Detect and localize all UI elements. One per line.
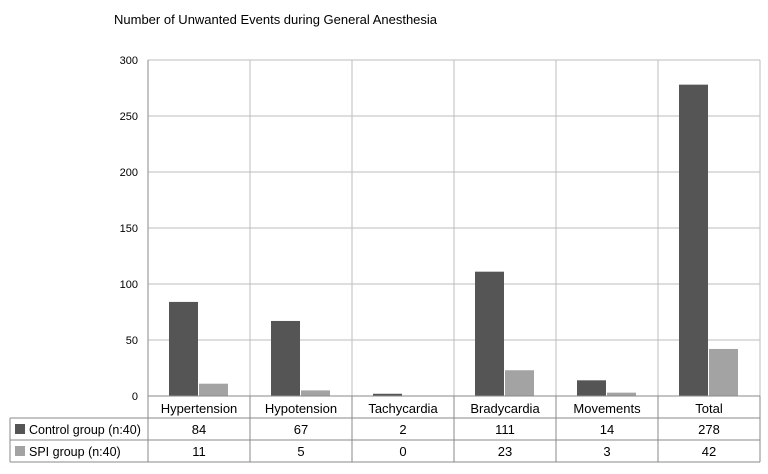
legend-label: SPI group (n:40) [29,445,121,459]
category-label: Total [695,401,723,416]
bar-control-hypotension [271,320,300,396]
category-label: Hypotension [265,401,337,416]
bar-control-bradycardia [475,271,504,396]
data-label: 0 [399,444,406,459]
y-tick-label: 50 [126,335,138,347]
data-label: 67 [294,422,308,437]
bar-control-tachycardia [373,393,402,396]
category-label: Movements [573,401,641,416]
bar-control-movements [577,380,606,396]
data-label: 5 [297,444,304,459]
bar-spi-total [709,348,738,396]
y-tick-label: 150 [120,223,138,235]
category-label: Tachycardia [368,401,438,416]
legend-label: Control group (n:40) [29,423,141,437]
y-tick-label: 250 [120,111,138,123]
bar-control-hypertension [169,301,198,396]
data-label: 2 [399,422,406,437]
bar-spi-hypertension [199,383,228,396]
y-tick-label: 100 [120,279,138,291]
y-tick-label: 300 [120,55,138,67]
bar-spi-hypotension [301,390,330,396]
data-label: 111 [495,422,515,437]
data-label: 11 [192,444,206,459]
data-label: 84 [192,422,206,437]
bar-spi-movements [607,392,636,396]
chart-title: Number of Unwanted Events during General… [114,12,438,27]
data-label: 278 [698,422,720,437]
bar-control-total [679,84,708,396]
data-label: 14 [600,422,614,437]
bar-spi-bradycardia [505,370,534,396]
y-tick-label: 200 [120,167,138,179]
data-label: 42 [702,444,716,459]
category-label: Hypertension [161,401,238,416]
data-label: 3 [603,444,610,459]
legend-swatch [15,424,25,434]
legend-swatch [15,446,25,456]
category-label: Bradycardia [470,401,540,416]
y-tick-label: 0 [132,391,138,403]
data-label: 23 [498,444,512,459]
